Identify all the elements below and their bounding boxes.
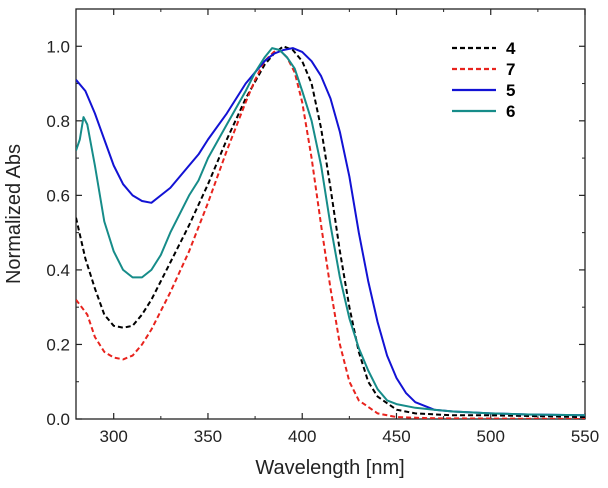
- x-axis-title: Wavelength [nm]: [255, 457, 404, 479]
- x-axis-ticks: 300 350 400 450 500 550: [100, 9, 599, 446]
- x-tick-label: 300: [100, 427, 128, 446]
- x-tick-label: 450: [382, 427, 410, 446]
- x-tick-label: 500: [477, 427, 505, 446]
- legend-label-4: 4: [506, 39, 516, 58]
- y-tick-label: 0.6: [46, 186, 70, 205]
- x-tick-label: 550: [571, 427, 599, 446]
- y-tick-label: 0.4: [46, 261, 70, 280]
- y-tick-label: 0.8: [46, 112, 70, 131]
- series-line-7: [76, 49, 585, 419]
- plot-frame: [75, 8, 586, 420]
- x-tick-label: 350: [194, 427, 222, 446]
- x-tick-label: 400: [288, 427, 316, 446]
- legend-label-7: 7: [506, 60, 515, 79]
- series-lines: [76, 45, 585, 419]
- y-axis-ticks: 0.0 0.2 0.4 0.6 0.8 1.0: [46, 8, 585, 429]
- series-line-6: [76, 47, 585, 417]
- y-tick-label: 0.2: [46, 335, 70, 354]
- legend-label-6: 6: [506, 102, 515, 121]
- y-tick-label: 0.0: [46, 410, 70, 429]
- legend: 4 7 5 6: [452, 39, 516, 121]
- y-tick-label: 1.0: [46, 37, 70, 56]
- legend-label-5: 5: [506, 81, 515, 100]
- series-line-5: [76, 47, 585, 417]
- y-axis-title: Normalized Abs: [3, 144, 25, 284]
